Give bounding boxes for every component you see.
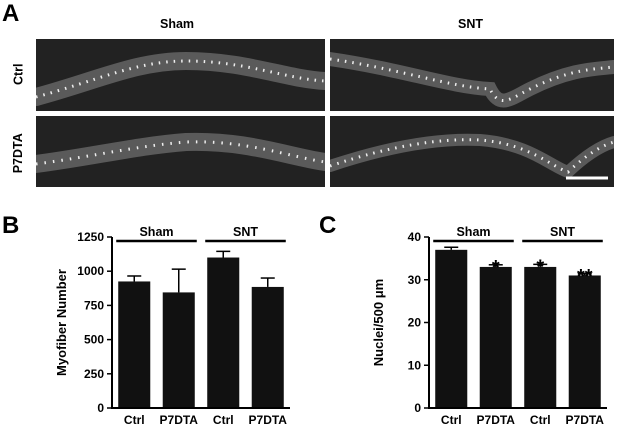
panel-letter: B (2, 212, 19, 239)
y-tick-label: 0 (414, 401, 421, 415)
bar-chart-nuclei: C 0 10 20 30 40 Nuclei/500 μm Ctrl * P7DTA * Ctrl **… (319, 212, 607, 427)
micrograph-sham-ctrl (36, 39, 325, 111)
column-label-sham: Sham (160, 17, 195, 31)
bar (435, 249, 468, 408)
y-tick-label: 750 (84, 298, 104, 312)
y-tick-label: 30 (408, 273, 422, 287)
y-axis-label: Nuclei/500 μm (371, 279, 386, 366)
bar-chart-myofiber-number: B 0 250 500 750 1000 1250 Myofiber Number Ctrl P7… (2, 212, 290, 427)
bar (479, 266, 512, 408)
x-tick-label: P7DTA (477, 413, 516, 427)
bar (568, 275, 601, 408)
y-tick-label: 1000 (77, 264, 104, 278)
row-label-p7dta: P7DTA (10, 133, 25, 174)
significance-marker: ** (577, 266, 593, 288)
bar (207, 257, 240, 408)
y-tick-label: 500 (84, 333, 104, 347)
bar (524, 266, 557, 408)
x-tick-label: Ctrl (124, 413, 145, 427)
panel-letter: C (319, 212, 336, 239)
myofiber-image (36, 51, 325, 106)
significance-marker: * (492, 257, 500, 279)
x-tick-label: P7DTA (566, 413, 605, 427)
micrograph-sham-p7dta (36, 116, 325, 187)
group-label: SNT (233, 225, 258, 239)
myofiber-image (330, 133, 614, 180)
myofiber-image (36, 132, 325, 173)
x-tick-label: Ctrl (441, 413, 462, 427)
micrograph-snt-p7dta (330, 116, 614, 187)
group-label: SNT (550, 225, 575, 239)
micrograph-snt-ctrl (330, 39, 614, 111)
y-axis-label: Myofiber Number (54, 269, 69, 376)
y-tick-label: 1250 (77, 230, 104, 244)
x-tick-label: Ctrl (213, 413, 234, 427)
bar (118, 281, 151, 408)
panel-letter-a: A (2, 0, 20, 27)
x-tick-label: P7DTA (160, 413, 199, 427)
column-label-snt: SNT (458, 17, 483, 31)
y-tick-label: 10 (408, 358, 422, 372)
y-tick-label: 0 (97, 401, 104, 415)
x-tick-label: Ctrl (530, 413, 551, 427)
y-tick-label: 40 (408, 230, 422, 244)
group-label: Sham (139, 225, 173, 239)
bar (251, 286, 284, 408)
y-tick-label: 250 (84, 367, 104, 381)
significance-marker: * (536, 256, 544, 278)
myofiber-image (330, 52, 614, 108)
bar (162, 292, 195, 408)
x-tick-label: P7DTA (249, 413, 288, 427)
y-tick-label: 20 (408, 316, 422, 330)
group-label: Sham (456, 225, 490, 239)
row-label-ctrl: Ctrl (11, 63, 26, 86)
